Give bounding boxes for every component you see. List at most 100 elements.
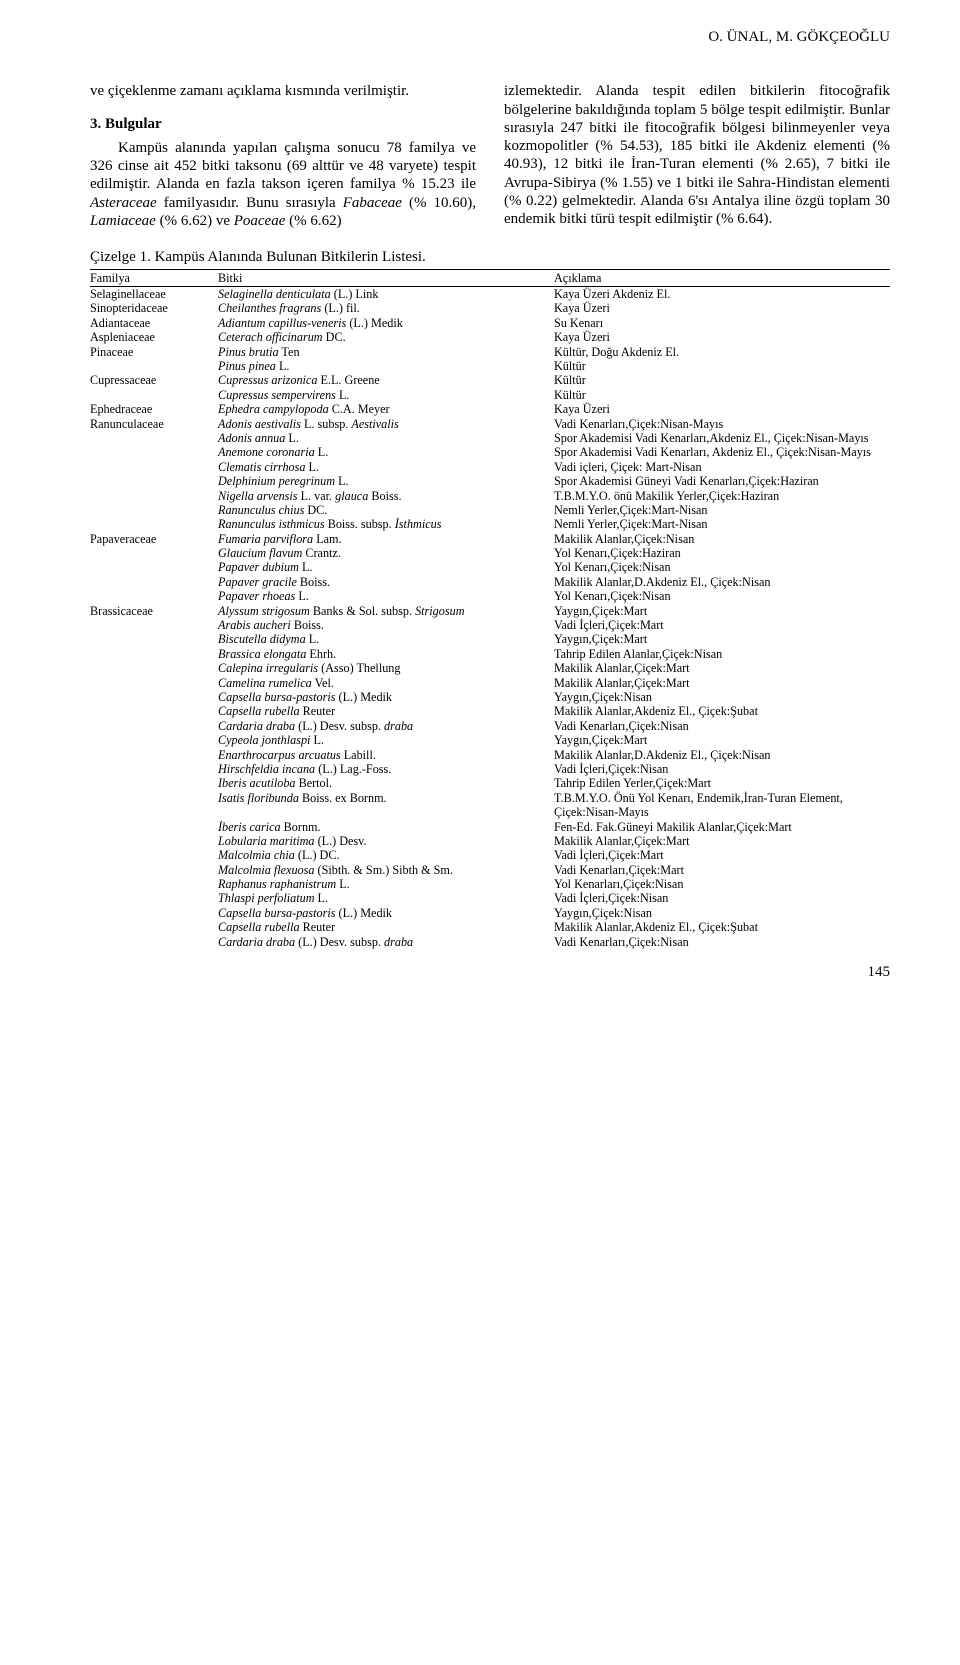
cell-familya: Ranunculaceae (90, 417, 218, 431)
cell-aciklama: Kaya Üzeri (554, 330, 890, 344)
cell-aciklama: Vadi İçleri,Çiçek:Nisan (554, 762, 890, 776)
cell-familya (90, 834, 218, 848)
cell-familya (90, 618, 218, 632)
cell-bitki: Malcolmia chia (L.) DC. (218, 848, 554, 862)
cell-familya: Brassicaceae (90, 604, 218, 618)
table-row: Cupressus sempervirens L.Kültür (90, 388, 890, 402)
cell-familya (90, 460, 218, 474)
cell-familya (90, 791, 218, 820)
cell-bitki: Camelina rumelica Vel. (218, 676, 554, 690)
cell-bitki: Fumaria parviflora Lam. (218, 532, 554, 546)
cell-bitki: Lobularia maritima (L.) Desv. (218, 834, 554, 848)
table-row: Papaver gracile Boiss.Makilik Alanlar,D.… (90, 575, 890, 589)
cell-bitki: Selaginella denticulata (L.) Link (218, 287, 554, 302)
cell-familya (90, 503, 218, 517)
cell-bitki: Alyssum strigosum Banks & Sol. subsp. St… (218, 604, 554, 618)
cell-aciklama: Spor Akademisi Vadi Kenarları, Akdeniz E… (554, 445, 890, 459)
cell-aciklama: Yol Kenarları,Çiçek:Nisan (554, 877, 890, 891)
cell-familya: Pinaceae (90, 345, 218, 359)
table-row: PinaceaePinus brutia TenKültür, Doğu Akd… (90, 345, 890, 359)
table-row: Papaver dubium L.Yol Kenarı,Çiçek:Nisan (90, 560, 890, 574)
table-row: Camelina rumelica Vel.Makilik Alanlar,Çi… (90, 676, 890, 690)
cell-aciklama: Nemli Yerler,Çiçek:Mart-Nisan (554, 517, 890, 531)
cell-familya (90, 690, 218, 704)
cell-bitki: Cardaria draba (L.) Desv. subsp. draba (218, 935, 554, 949)
cell-familya (90, 762, 218, 776)
cell-familya (90, 891, 218, 905)
cell-familya (90, 489, 218, 503)
cell-familya (90, 632, 218, 646)
cell-familya (90, 431, 218, 445)
cell-bitki: Cupressus arizonica E.L. Greene (218, 373, 554, 387)
cell-familya (90, 748, 218, 762)
cell-aciklama: Kültür (554, 388, 890, 402)
cell-bitki: Arabis aucheri Boiss. (218, 618, 554, 632)
cell-aciklama: Tahrip Edilen Yerler,Çiçek:Mart (554, 776, 890, 790)
table-row: RanunculaceaeAdonis aestivalis L. subsp.… (90, 417, 890, 431)
col-familya: Familya (90, 269, 218, 286)
cell-bitki: İberis carica Bornm. (218, 820, 554, 834)
cell-bitki: Cypeola jonthlaspi L. (218, 733, 554, 747)
cell-aciklama: Kültür, Doğu Akdeniz El. (554, 345, 890, 359)
cell-bitki: Cheilanthes fragrans (L.) fil. (218, 301, 554, 315)
cell-aciklama: Vadi Kenarları,Çiçek:Nisan (554, 719, 890, 733)
table-row: SelaginellaceaeSelaginella denticulata (… (90, 287, 890, 302)
cell-aciklama: T.B.M.Y.O. Önü Yol Kenarı, Endemik,İran-… (554, 791, 890, 820)
cell-aciklama: Vadi Kenarları,Çiçek:Nisan-Mayıs (554, 417, 890, 431)
cell-aciklama: Vadi İçleri,Çiçek:Mart (554, 618, 890, 632)
cell-bitki: Hirschfeldia incana (L.) Lag.-Foss. (218, 762, 554, 776)
cell-aciklama: Yaygın,Çiçek:Mart (554, 604, 890, 618)
cell-familya (90, 906, 218, 920)
cell-familya: Papaveraceae (90, 532, 218, 546)
page-number: 145 (90, 963, 890, 981)
cell-bitki: Adonis annua L. (218, 431, 554, 445)
cell-bitki: Capsella rubella Reuter (218, 704, 554, 718)
cell-bitki: Raphanus raphanistrum L. (218, 877, 554, 891)
cell-bitki: Capsella rubella Reuter (218, 920, 554, 934)
cell-familya (90, 704, 218, 718)
table-caption: Çizelge 1. Kampüs Alanında Bulunan Bitki… (90, 248, 890, 266)
cell-aciklama: Vadi İçleri,Çiçek:Mart (554, 848, 890, 862)
table-row: Malcolmia flexuosa (Sibth. & Sm.) Sibth … (90, 863, 890, 877)
table-row: Papaver rhoeas L.Yol Kenarı,Çiçek:Nisan (90, 589, 890, 603)
cell-familya (90, 546, 218, 560)
cell-aciklama: Nemli Yerler,Çiçek:Mart-Nisan (554, 503, 890, 517)
cell-familya (90, 920, 218, 934)
cell-aciklama: Makilik Alanlar,Akdeniz El., Çiçek:Şubat (554, 920, 890, 934)
cell-bitki: Ceterach officinarum DC. (218, 330, 554, 344)
table-row: AdiantaceaeAdiantum capillus-veneris (L.… (90, 316, 890, 330)
table-row: Hirschfeldia incana (L.) Lag.-Foss.Vadi … (90, 762, 890, 776)
cell-bitki: Papaver dubium L. (218, 560, 554, 574)
body-columns: ve çiçeklenme zamanı açıklama kısmında v… (90, 82, 890, 230)
cell-familya (90, 359, 218, 373)
cell-bitki: Thlaspi perfoliatum L. (218, 891, 554, 905)
cell-familya: Cupressaceae (90, 373, 218, 387)
cell-familya (90, 575, 218, 589)
cell-aciklama: Spor Akademisi Güneyi Vadi Kenarları,Çiç… (554, 474, 890, 488)
table-header-row: Familya Bitki Açıklama (90, 269, 890, 286)
spacer (90, 101, 476, 115)
table-row: Biscutella didyma L.Yaygın,Çiçek:Mart (90, 632, 890, 646)
table-row: Arabis aucheri Boiss.Vadi İçleri,Çiçek:M… (90, 618, 890, 632)
cell-aciklama: Makilik Alanlar,Çiçek:Mart (554, 661, 890, 675)
table-row: CupressaceaeCupressus arizonica E.L. Gre… (90, 373, 890, 387)
cell-aciklama: Vadi Kenarları,Çiçek:Mart (554, 863, 890, 877)
cell-bitki: Enarthrocarpus arcuatus Labill. (218, 748, 554, 762)
cell-familya: Selaginellaceae (90, 287, 218, 302)
left-column: ve çiçeklenme zamanı açıklama kısmında v… (90, 82, 476, 230)
cell-bitki: Cardaria draba (L.) Desv. subsp. draba (218, 719, 554, 733)
table-row: Adonis annua L.Spor Akademisi Vadi Kenar… (90, 431, 890, 445)
cell-aciklama: Makilik Alanlar,Çiçek:Mart (554, 676, 890, 690)
cell-aciklama: Fen-Ed. Fak.Güneyi Makilik Alanlar,Çiçek… (554, 820, 890, 834)
cell-bitki: Capsella bursa-pastoris (L.) Medik (218, 906, 554, 920)
table-row: Capsella bursa-pastoris (L.) MedikYaygın… (90, 690, 890, 704)
cell-familya (90, 589, 218, 603)
cell-aciklama: Kültür (554, 359, 890, 373)
cell-aciklama: Makilik Alanlar,D.Akdeniz El., Çiçek:Nis… (554, 748, 890, 762)
cell-familya (90, 474, 218, 488)
cell-familya (90, 388, 218, 402)
table-row: Clematis cirrhosa L.Vadi içleri, Çiçek: … (90, 460, 890, 474)
cell-familya (90, 935, 218, 949)
cell-familya: Ephedraceae (90, 402, 218, 416)
table-row: Cypeola jonthlaspi L.Yaygın,Çiçek:Mart (90, 733, 890, 747)
